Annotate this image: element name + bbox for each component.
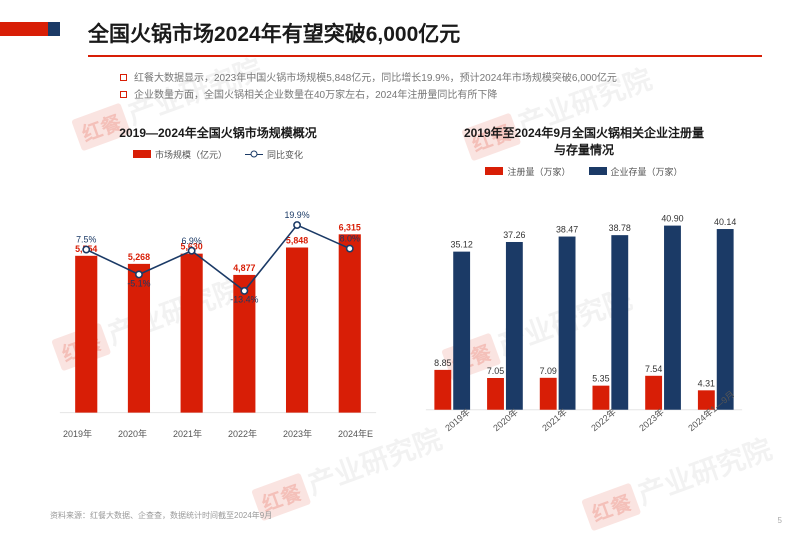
chart-right-title: 2019年至2024年9月全国火锅相关企业注册量 与存量情况 — [416, 125, 752, 159]
svg-text:19.9%: 19.9% — [284, 210, 309, 220]
svg-text:5,848: 5,848 — [286, 235, 308, 245]
chart-left-xaxis: 2019年 2020年 2021年 2022年 2023年 2024年E — [50, 427, 386, 440]
svg-text:5.35: 5.35 — [592, 373, 609, 383]
chart-right-legend: 注册量（万家） 企业存量（万家） — [416, 165, 752, 178]
svg-text:-5.1%: -5.1% — [127, 278, 150, 288]
header-accent — [0, 22, 60, 36]
chart-left-legend: 市场规模（亿元） 同比变化 — [50, 148, 386, 161]
svg-text:8.0%: 8.0% — [340, 233, 360, 243]
svg-text:38.78: 38.78 — [609, 223, 631, 233]
xaxis-label: 2019年 — [63, 427, 92, 440]
bullet-list: 红餐大数据显示，2023年中国火锅市场规模5,848亿元，同比增长19.9%，预… — [120, 70, 742, 104]
legend-line-swatch — [245, 154, 263, 156]
legend-swatch — [589, 167, 607, 175]
svg-text:40.14: 40.14 — [714, 217, 736, 227]
svg-text:5,268: 5,268 — [128, 252, 150, 262]
bullet-text: 企业数量方面，全国火锅相关企业数量在40万家左右，2024年注册量同比有所下降 — [134, 87, 497, 104]
xaxis-label: 2022年 — [228, 427, 257, 440]
source-text: 资料来源：红餐大数据、企查查，数据统计时间截至2024年9月 — [50, 510, 272, 521]
svg-text:38.47: 38.47 — [556, 224, 578, 234]
page-title: 全国火锅市场2024年有望突破6,000亿元 — [88, 18, 762, 48]
legend-item-series1: 注册量（万家） — [485, 165, 570, 178]
legend-swatch — [133, 150, 151, 158]
legend-label: 企业存量（万家） — [611, 165, 683, 178]
svg-text:4.31: 4.31 — [698, 378, 715, 388]
bullet-icon — [120, 91, 127, 98]
bullet-item: 企业数量方面，全国火锅相关企业数量在40万家左右，2024年注册量同比有所下降 — [120, 87, 742, 104]
charts-container: 2019—2024年全国火锅市场规模概况 市场规模（亿元） 同比变化 5,554… — [50, 125, 752, 490]
chart-right-xaxis: 2019年2020年2021年2022年2023年2024年1—9月 — [416, 424, 752, 437]
bullet-item: 红餐大数据显示，2023年中国火锅市场规模5,848亿元，同比增长19.9%，预… — [120, 70, 742, 87]
svg-text:7.54: 7.54 — [645, 363, 662, 373]
legend-label: 同比变化 — [267, 148, 303, 161]
chart-left: 2019—2024年全国火锅市场规模概况 市场规模（亿元） 同比变化 5,554… — [50, 125, 386, 490]
xaxis-label: 2023年 — [283, 427, 312, 440]
xaxis-label: 2020年 — [118, 427, 147, 440]
svg-text:6,315: 6,315 — [339, 222, 361, 232]
chart-right-plot: 8.85 35.12 7.05 37.26 7.09 38.47 5.35 38.78 7.54… — [416, 186, 752, 421]
legend-label: 市场规模（亿元） — [155, 148, 227, 161]
xaxis-label: 2021年 — [173, 427, 202, 440]
svg-text:4,877: 4,877 — [233, 263, 255, 273]
svg-text:6.9%: 6.9% — [182, 236, 202, 246]
chart-left-plot: 5,5545,2685,6304,8775,8486,3157.5%-5.1%6… — [50, 169, 386, 424]
legend-swatch — [485, 167, 503, 175]
svg-text:8.85: 8.85 — [434, 358, 451, 368]
svg-text:40.90: 40.90 — [661, 213, 683, 223]
svg-text:35.12: 35.12 — [451, 239, 473, 249]
svg-text:37.26: 37.26 — [503, 230, 525, 240]
page-number: 5 — [778, 516, 782, 525]
bullet-icon — [120, 74, 127, 81]
svg-text:-13.4%: -13.4% — [230, 295, 258, 305]
legend-item-line: 同比变化 — [245, 148, 303, 161]
legend-label: 注册量（万家） — [507, 165, 570, 178]
legend-item-series2: 企业存量（万家） — [589, 165, 683, 178]
svg-text:7.05: 7.05 — [487, 366, 504, 376]
title-underline — [88, 55, 762, 57]
svg-text:7.5%: 7.5% — [76, 234, 96, 244]
chart-right: 2019年至2024年9月全国火锅相关企业注册量 与存量情况 注册量（万家） 企… — [416, 125, 752, 490]
chart-left-title: 2019—2024年全国火锅市场规模概况 — [50, 125, 386, 142]
title-block: 全国火锅市场2024年有望突破6,000亿元 — [88, 18, 762, 57]
svg-text:7.09: 7.09 — [540, 365, 557, 375]
xaxis-label: 2024年E — [338, 427, 373, 440]
legend-item-bar: 市场规模（亿元） — [133, 148, 227, 161]
bullet-text: 红餐大数据显示，2023年中国火锅市场规模5,848亿元，同比增长19.9%，预… — [134, 70, 617, 87]
